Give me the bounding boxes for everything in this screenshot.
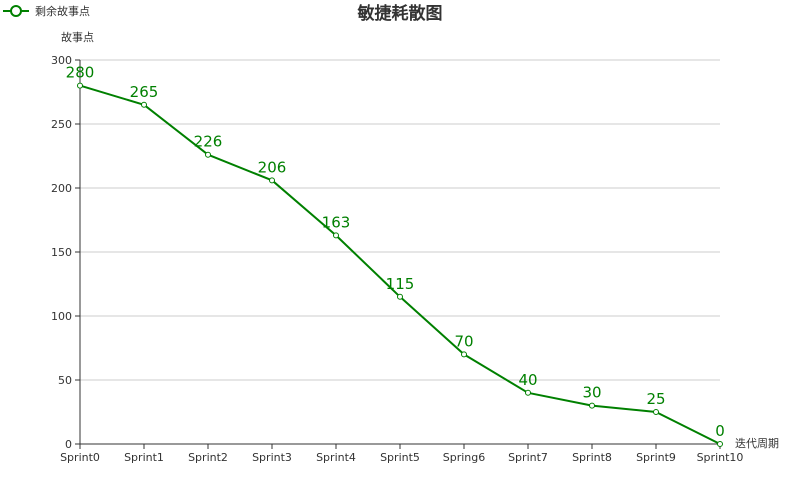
series-remaining-points (77, 82, 723, 447)
data-point[interactable] (717, 441, 723, 447)
data-label: 226 (194, 133, 223, 151)
data-point[interactable] (269, 177, 275, 184)
data-label: 30 (582, 384, 601, 402)
x-tick-label: Sprint0 (60, 451, 100, 464)
y-tick-label: 150 (51, 246, 72, 259)
data-point[interactable] (589, 402, 595, 409)
y-tick-label: 50 (58, 374, 72, 387)
data-point[interactable] (141, 101, 147, 108)
x-tick-label: Spring6 (443, 451, 486, 464)
x-tick-label: Sprint1 (124, 451, 164, 464)
x-tick-labels: Sprint0 Sprint1 Sprint2 Sprint3 Sprint4 Sprin… (60, 451, 743, 464)
data-label: 40 (518, 371, 537, 389)
grid-lines (80, 59, 720, 381)
legend[interactable]: 剩余故事点 (3, 4, 90, 18)
x-tick-label: Sprint5 (380, 451, 420, 464)
data-label: 115 (386, 275, 415, 293)
y-tick-labels: 0 50 100 150 200 250 300 (51, 54, 72, 451)
y-axis-name: 故事点 (61, 30, 94, 44)
x-tick-label: Sprint7 (508, 451, 548, 464)
data-point[interactable] (77, 82, 83, 89)
data-label: 0 (715, 422, 725, 440)
data-point[interactable] (653, 409, 659, 415)
x-axis-name: 迭代周期 (735, 437, 779, 450)
x-tick-label: Sprint4 (316, 451, 356, 464)
chart-title: 敏捷耗散图 (357, 3, 443, 24)
y-tick-label: 0 (65, 438, 72, 451)
data-label: 280 (66, 64, 95, 82)
x-tick-label: Sprint2 (188, 451, 228, 464)
data-labels: 280 265 226 206 163 115 70 40 30 25 0 (66, 64, 725, 440)
legend-label: 剩余故事点 (35, 4, 90, 18)
y-tick-label: 300 (51, 54, 72, 67)
y-tick-label: 100 (51, 310, 72, 323)
axes (75, 59, 721, 449)
data-label: 25 (646, 390, 665, 408)
data-label: 265 (130, 83, 159, 101)
data-point[interactable] (525, 389, 531, 396)
x-tick-label: Sprint9 (636, 451, 676, 464)
series-line (79, 84, 721, 445)
x-tick-label: Sprint10 (697, 451, 744, 464)
y-tick-label: 250 (51, 118, 72, 131)
data-label: 163 (322, 213, 351, 231)
data-label: 70 (454, 332, 473, 350)
data-label: 206 (258, 158, 287, 176)
data-point[interactable] (461, 351, 467, 358)
y-tick-label: 200 (51, 182, 72, 195)
legend-marker-icon (10, 5, 22, 17)
data-point[interactable] (397, 293, 403, 300)
data-point[interactable] (205, 151, 211, 158)
x-tick-label: Sprint3 (252, 451, 292, 464)
data-point[interactable] (333, 232, 339, 239)
x-tick-label: Sprint8 (572, 451, 612, 464)
